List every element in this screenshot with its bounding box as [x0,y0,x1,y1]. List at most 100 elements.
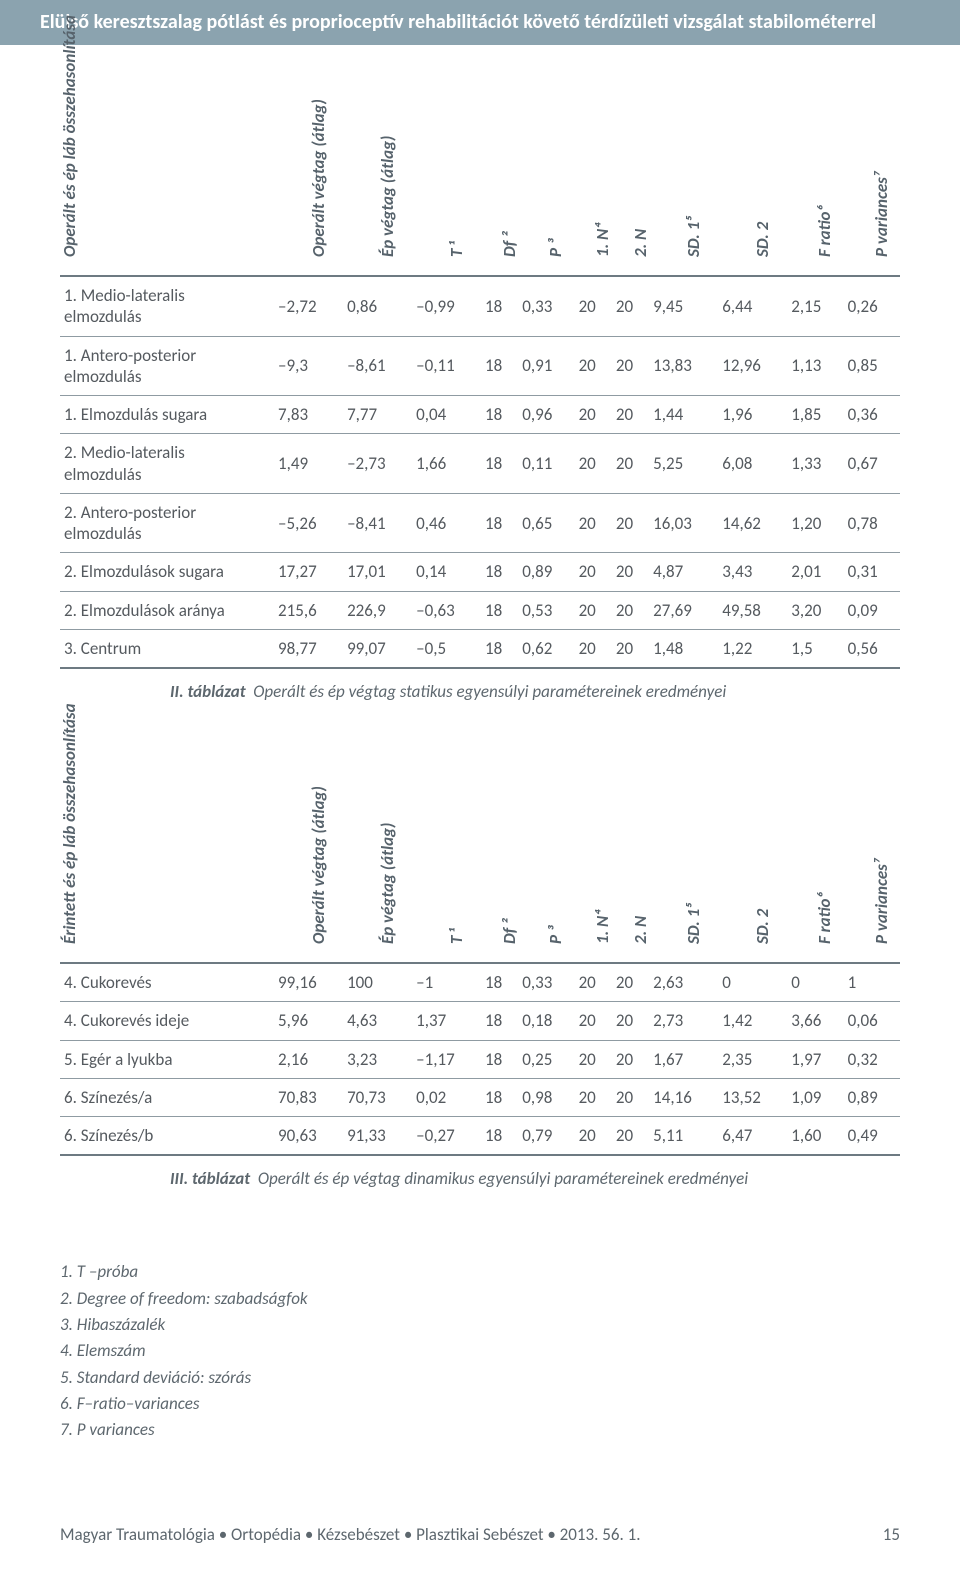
cell: 14,16 [649,1078,718,1116]
cell: 18 [481,1078,518,1116]
cell: 20 [612,1117,649,1156]
cell: 18 [481,336,518,396]
cell: 1,37 [412,1002,481,1040]
cell: 0 [718,963,787,1002]
cell: 6,08 [718,434,787,494]
cell: 0,85 [844,336,900,396]
cell: 20 [612,591,649,629]
cell: 1,09 [787,1078,843,1116]
col-3: Df ² [481,85,518,276]
cell: 100 [343,963,412,1002]
row-label: 5. Egér a lyukba [60,1040,274,1078]
col-1: Ép végtag (átlag) [343,772,412,963]
cell: 20 [575,1040,612,1078]
cell: 20 [575,493,612,553]
row-label: 2. Antero-posterior elmozdulás [60,493,274,553]
cell: –8,61 [343,336,412,396]
footnote-5: 5. Standard deviáció: szórás [60,1365,900,1391]
cell: 70,73 [343,1078,412,1116]
cell: –2,72 [274,276,343,336]
table-row: 1. Antero-posterior elmozdulás–9,3–8,61–… [60,336,900,396]
cell: 0,18 [518,1002,574,1040]
cell: 20 [575,1002,612,1040]
cell: –9,3 [274,336,343,396]
cell: 1,66 [412,434,481,494]
cell: 20 [612,1002,649,1040]
cell: 20 [612,963,649,1002]
cell: 18 [481,1040,518,1078]
cell: 0,14 [412,553,481,591]
cell: 18 [481,629,518,668]
col-9: F ratio⁶ [787,772,843,963]
cell: 14,62 [718,493,787,553]
cell: 1,44 [649,396,718,434]
footnote-7: 7. P variances [60,1417,900,1443]
table-iii-row-header: Érintett és ép láb összehasonlítása [60,772,274,963]
cell: 0,25 [518,1040,574,1078]
row-label: 4. Cukorevés ideje [60,1002,274,1040]
cell: 1,13 [787,336,843,396]
cell: 4,63 [343,1002,412,1040]
cell: 12,96 [718,336,787,396]
cell: 0,53 [518,591,574,629]
row-label: 1. Antero-posterior elmozdulás [60,336,274,396]
cell: 18 [481,396,518,434]
cell: 49,58 [718,591,787,629]
caption-ii-bold: II. táblázat [170,681,246,702]
col-2: T ¹ [412,85,481,276]
cell: 1 [844,963,900,1002]
cell: 0,89 [518,553,574,591]
cell: 0,67 [844,434,900,494]
cell: 4,87 [649,553,718,591]
cell: 99,07 [343,629,412,668]
cell: 0,31 [844,553,900,591]
footer-right: 15 [883,1524,900,1545]
cell: 6,44 [718,276,787,336]
table-row: 2. Medio-lateralis elmozdulás1,49–2,731,… [60,434,900,494]
cell: 3,23 [343,1040,412,1078]
caption-ii-text: Operált és ép végtag statikus egyensúlyi… [253,681,726,702]
table-row: 1. Medio-lateralis elmozdulás–2,720,86–0… [60,276,900,336]
cell: –0,27 [412,1117,481,1156]
cell: 20 [612,336,649,396]
cell: 17,27 [274,553,343,591]
cell: 1,33 [787,434,843,494]
row-label: 2. Elmozdulások sugara [60,553,274,591]
cell: 20 [575,276,612,336]
cell: 18 [481,434,518,494]
cell: 7,83 [274,396,343,434]
cell: 1,96 [718,396,787,434]
table-ii-caption: II. táblázat Operált és ép végtag statik… [170,681,900,702]
col-10: P variances⁷ [844,772,900,963]
table-row: 6. Színezés/b90,6391,33–0,27180,7920205,… [60,1117,900,1156]
cell: 20 [575,963,612,1002]
footnote-6: 6. F–ratio–variances [60,1391,900,1417]
caption-iii-text: Operált és ép végtag dinamikus egyensúly… [258,1168,748,1189]
cell: 3,43 [718,553,787,591]
cell: 0,79 [518,1117,574,1156]
col-2: T ¹ [412,772,481,963]
cell: 18 [481,276,518,336]
row-label: 6. Színezés/a [60,1078,274,1116]
cell: –2,73 [343,434,412,494]
cell: 0,46 [412,493,481,553]
cell: 20 [612,493,649,553]
cell: 226,9 [343,591,412,629]
row-label: 2. Elmozdulások aránya [60,591,274,629]
col-8: SD. 2 [718,772,787,963]
cell: 0 [787,963,843,1002]
caption-iii-bold: III. táblázat [170,1168,250,1189]
footnote-3: 3. Hibaszázalék [60,1312,900,1338]
col-1: Ép végtag (átlag) [343,85,412,276]
table-row: 2. Elmozdulások aránya215,6226,9–0,63180… [60,591,900,629]
col-6: 2. N [612,85,649,276]
cell: 1,49 [274,434,343,494]
cell: 0,98 [518,1078,574,1116]
cell: 0,33 [518,963,574,1002]
cell: –1,17 [412,1040,481,1078]
cell: –0,63 [412,591,481,629]
table-iii: Érintett és ép láb összehasonlítása Oper… [60,772,900,1156]
cell: 13,83 [649,336,718,396]
cell: –0,11 [412,336,481,396]
cell: 1,85 [787,396,843,434]
